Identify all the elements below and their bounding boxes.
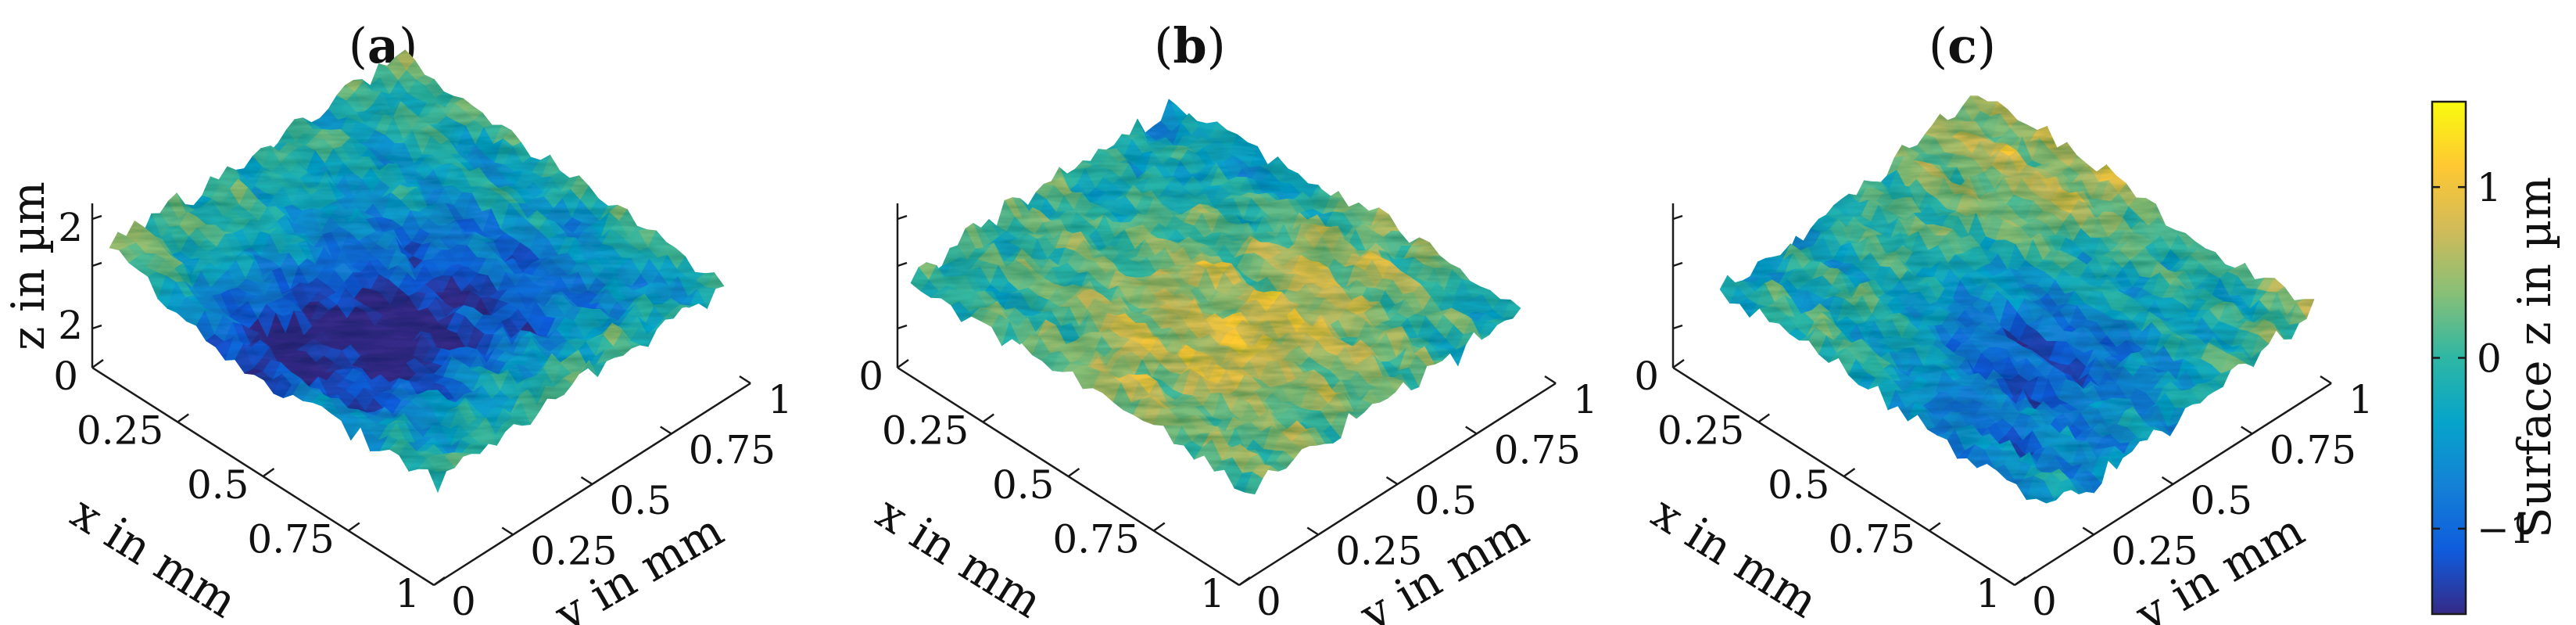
z-tick-mark — [897, 261, 908, 268]
z-tick-mark — [91, 261, 102, 268]
colorbar: 1 0 −1 Surface z in µm — [2431, 100, 2561, 616]
x-tick-label: 0.75 — [1052, 517, 1139, 562]
y-tick-mark — [2082, 526, 2094, 536]
y-tick-label: 1 — [768, 377, 793, 422]
x-tick-label: 0.5 — [187, 462, 249, 508]
x-tick-mark — [348, 522, 360, 532]
x-tick-mark — [262, 467, 275, 478]
z-tick-mark — [91, 214, 102, 221]
colorbar-tick-label: 0 — [2477, 336, 2502, 382]
x-tick-mark — [91, 358, 104, 369]
x-tick-mark — [433, 576, 446, 587]
colorbar-tick-label: −1 — [2477, 507, 2535, 552]
y-tick-label: 0.5 — [2191, 478, 2253, 523]
x-tick-mark — [982, 413, 994, 423]
x-tick-mark — [1067, 467, 1080, 478]
x-tick-label: 0.75 — [247, 517, 334, 562]
y-tick-label: 1 — [1573, 377, 1598, 422]
y-tick-mark — [1306, 526, 1319, 536]
x-tick-mark — [177, 413, 189, 423]
y-tick-label: 0.5 — [1415, 478, 1478, 523]
y-tick-mark — [1227, 577, 1240, 587]
y-tick-mark — [2320, 375, 2332, 385]
y-tick-label: 0.75 — [1494, 428, 1581, 473]
y-tick-mark — [739, 375, 751, 385]
y-tick-label: 0 — [2032, 579, 2057, 624]
x-tick-mark — [1757, 413, 1770, 423]
x-tick-mark — [1153, 522, 1166, 532]
z-tick-mark — [897, 214, 908, 221]
x-tick-label: 0.5 — [1768, 462, 1830, 508]
y-tick-label: 0.75 — [689, 428, 776, 473]
x-tick-mark — [1929, 522, 1941, 532]
x-tick-mark — [1672, 358, 1685, 369]
x-tick-mark — [2014, 576, 2026, 587]
z-tick-label: 2 — [58, 303, 83, 348]
y-tick-label: 0 — [1256, 579, 1281, 624]
y-tick-mark — [501, 526, 514, 536]
x-tick-label: 1 — [395, 571, 420, 616]
x-tick-label: 1 — [1200, 571, 1225, 616]
x-tick-label: 0 — [53, 354, 78, 399]
z-tick-mark — [897, 324, 908, 330]
z-tick-mark — [1672, 324, 1683, 330]
y-tick-mark — [2161, 476, 2174, 486]
y-tick-label: 1 — [2348, 377, 2374, 422]
y-tick-mark — [1465, 426, 1478, 435]
x-tick-label: 0.25 — [1657, 408, 1744, 454]
x-tick-label: 0 — [1634, 354, 1659, 399]
x-tick-label: 0 — [858, 354, 883, 399]
x-tick-label: 0.5 — [992, 462, 1055, 508]
y-tick-mark — [2241, 426, 2253, 435]
surface-mesh — [910, 98, 1521, 495]
y-tick-label: 0.25 — [530, 529, 617, 574]
z-axis-label: z in µm — [2, 181, 55, 350]
x-tick-mark — [897, 358, 909, 369]
y-tick-mark — [422, 577, 435, 587]
colorbar-label: Surface z in µm — [2508, 177, 2561, 538]
x-tick-label: 0.25 — [882, 408, 969, 454]
z-tick-mark — [1672, 214, 1683, 221]
x-tick-label: 1 — [1976, 571, 2001, 616]
y-tick-label: 0.25 — [1335, 529, 1422, 574]
y-tick-label: 0.5 — [610, 478, 672, 523]
y-tick-label: 0.75 — [2270, 428, 2356, 473]
colorbar-tick-label: 1 — [2477, 165, 2502, 210]
panel-label-b: (b) — [1154, 17, 1226, 74]
x-tick-mark — [1843, 467, 1856, 478]
panel-label-c: (c) — [1929, 17, 1996, 74]
y-tick-mark — [580, 476, 593, 486]
y-tick-mark — [2003, 577, 2015, 587]
y-tick-mark — [1385, 476, 1399, 486]
x-tick-label: 0.75 — [1828, 517, 1915, 562]
y-tick-mark — [1544, 375, 1557, 385]
surface-mesh — [1719, 95, 2315, 504]
x-tick-label: 0.25 — [77, 408, 163, 454]
y-tick-label: 0.25 — [2111, 529, 2198, 574]
x-tick-mark — [1238, 576, 1251, 587]
y-tick-mark — [660, 426, 672, 435]
z-tick-label: 2 — [58, 205, 83, 250]
z-tick-mark — [1672, 261, 1683, 268]
surface-mesh — [109, 49, 725, 494]
z-tick-mark — [91, 324, 102, 330]
y-tick-label: 0 — [451, 579, 476, 624]
